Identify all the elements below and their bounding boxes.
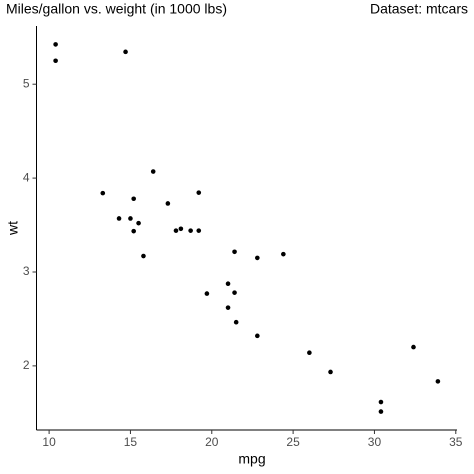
y-tick-label: 4: [23, 170, 30, 184]
point: [204, 291, 210, 296]
point: [255, 333, 260, 339]
chart-title: Miles/gallon vs. weight (in 1000 lbs): [6, 1, 227, 17]
annotation: Dataset: mtcars: [370, 1, 468, 17]
point: [165, 201, 171, 206]
point: [131, 228, 136, 234]
point: [255, 255, 260, 261]
x-axis-title: mpg: [238, 451, 265, 467]
point: [378, 399, 384, 405]
x-tick-label: 20: [205, 435, 219, 449]
point: [196, 228, 202, 233]
point: [123, 49, 128, 55]
point: [116, 216, 122, 221]
point: [233, 319, 239, 325]
point: [178, 226, 184, 232]
y-tick-label: 5: [23, 76, 30, 90]
point: [53, 58, 58, 64]
point: [196, 190, 202, 195]
x-tick-label: 10: [42, 435, 56, 449]
x-tick-label: 35: [449, 435, 463, 449]
point: [53, 42, 58, 47]
x-tick-label: 25: [286, 435, 300, 449]
point: [232, 290, 237, 295]
y-tick-label: 2: [23, 358, 30, 372]
x-tick-label: 30: [368, 435, 382, 449]
point: [100, 190, 106, 196]
point: [141, 253, 146, 259]
point: [136, 220, 141, 226]
point: [225, 281, 231, 287]
point: [225, 305, 231, 310]
point: [328, 369, 333, 375]
point: [378, 409, 384, 414]
point: [128, 216, 133, 221]
point: [281, 251, 286, 257]
point: [188, 228, 193, 233]
point: [131, 196, 136, 202]
point: [307, 350, 312, 356]
point: [411, 344, 416, 350]
x-tick-label: 15: [124, 435, 138, 449]
y-axis-title: wt: [5, 221, 21, 236]
point: [435, 379, 441, 384]
point: [150, 169, 156, 174]
point: [232, 249, 237, 255]
point: [173, 228, 179, 233]
y-tick-label: 3: [23, 264, 30, 278]
